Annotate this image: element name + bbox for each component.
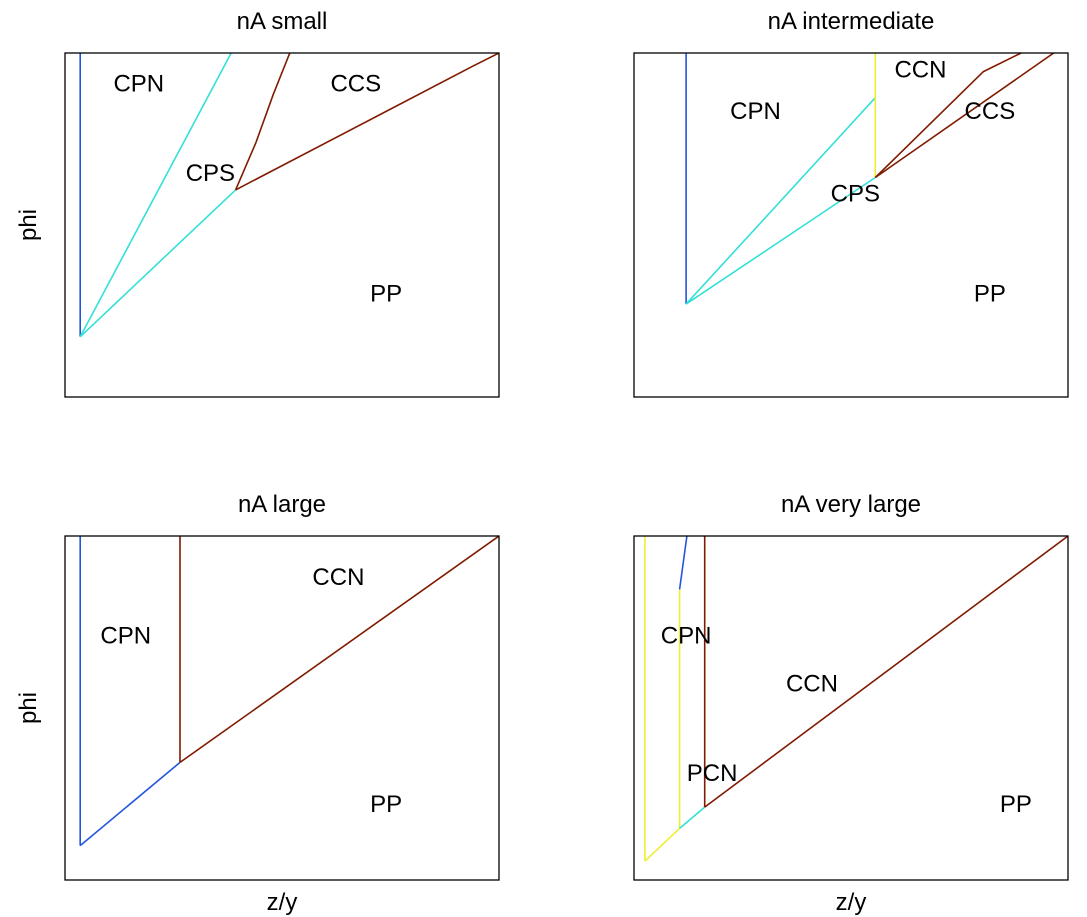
region-label-cpn: CPN: [113, 70, 164, 97]
region-label-pp: PP: [370, 791, 402, 818]
panel-title: nA small: [237, 8, 328, 35]
region-label-pcn: PCN: [687, 760, 738, 787]
boundary-line-cyan: [680, 807, 705, 828]
y-axis-label: phi: [15, 692, 42, 724]
panel-title: nA intermediate: [768, 8, 935, 35]
boundary-line-brown: [236, 53, 290, 190]
region-label-cps: CPS: [831, 181, 880, 208]
region-label-cps: CPS: [186, 160, 235, 187]
axes-frame: [65, 536, 499, 880]
boundary-lines: [686, 53, 1054, 304]
panel-1: nA small phi CPN CCS CPS PP: [15, 8, 499, 397]
region-label-cpn: CPN: [730, 98, 781, 125]
region-label-pp: PP: [370, 280, 402, 307]
panel-title: nA large: [238, 491, 326, 518]
boundary-line-cyan: [80, 190, 235, 337]
region-label-ccs: CCS: [330, 70, 381, 97]
boundary-line-yellow: [645, 828, 680, 861]
y-axis-label: phi: [15, 209, 42, 241]
axes-frame: [634, 536, 1068, 880]
panel-2: nA intermediate CCN CPN CCS CPS PP: [634, 8, 1068, 397]
panel-title: nA very large: [781, 491, 921, 518]
panel-4: nA very large z/y CPN CCN PCN PP: [634, 491, 1068, 916]
region-label-cpn: CPN: [661, 622, 712, 649]
region-label-ccs: CCS: [965, 98, 1016, 125]
x-axis-label: z/y: [836, 889, 867, 916]
region-label-pp: PP: [974, 280, 1006, 307]
boundary-lines: [80, 536, 499, 846]
panel-3: nA large phi z/y CCN CPN PP: [15, 491, 499, 916]
region-label-ccn: CCN: [894, 57, 946, 84]
region-label-ccn: CCN: [312, 564, 364, 591]
boundary-line-blue: [80, 762, 180, 845]
x-axis-label: z/y: [267, 889, 298, 916]
axes-frame: [65, 53, 499, 397]
boundary-line-blue: [680, 536, 687, 589]
region-label-ccn: CCN: [786, 670, 838, 697]
boundary-line-brown: [705, 536, 1068, 807]
region-label-pp: PP: [1000, 791, 1032, 818]
region-label-cpn: CPN: [100, 622, 151, 649]
